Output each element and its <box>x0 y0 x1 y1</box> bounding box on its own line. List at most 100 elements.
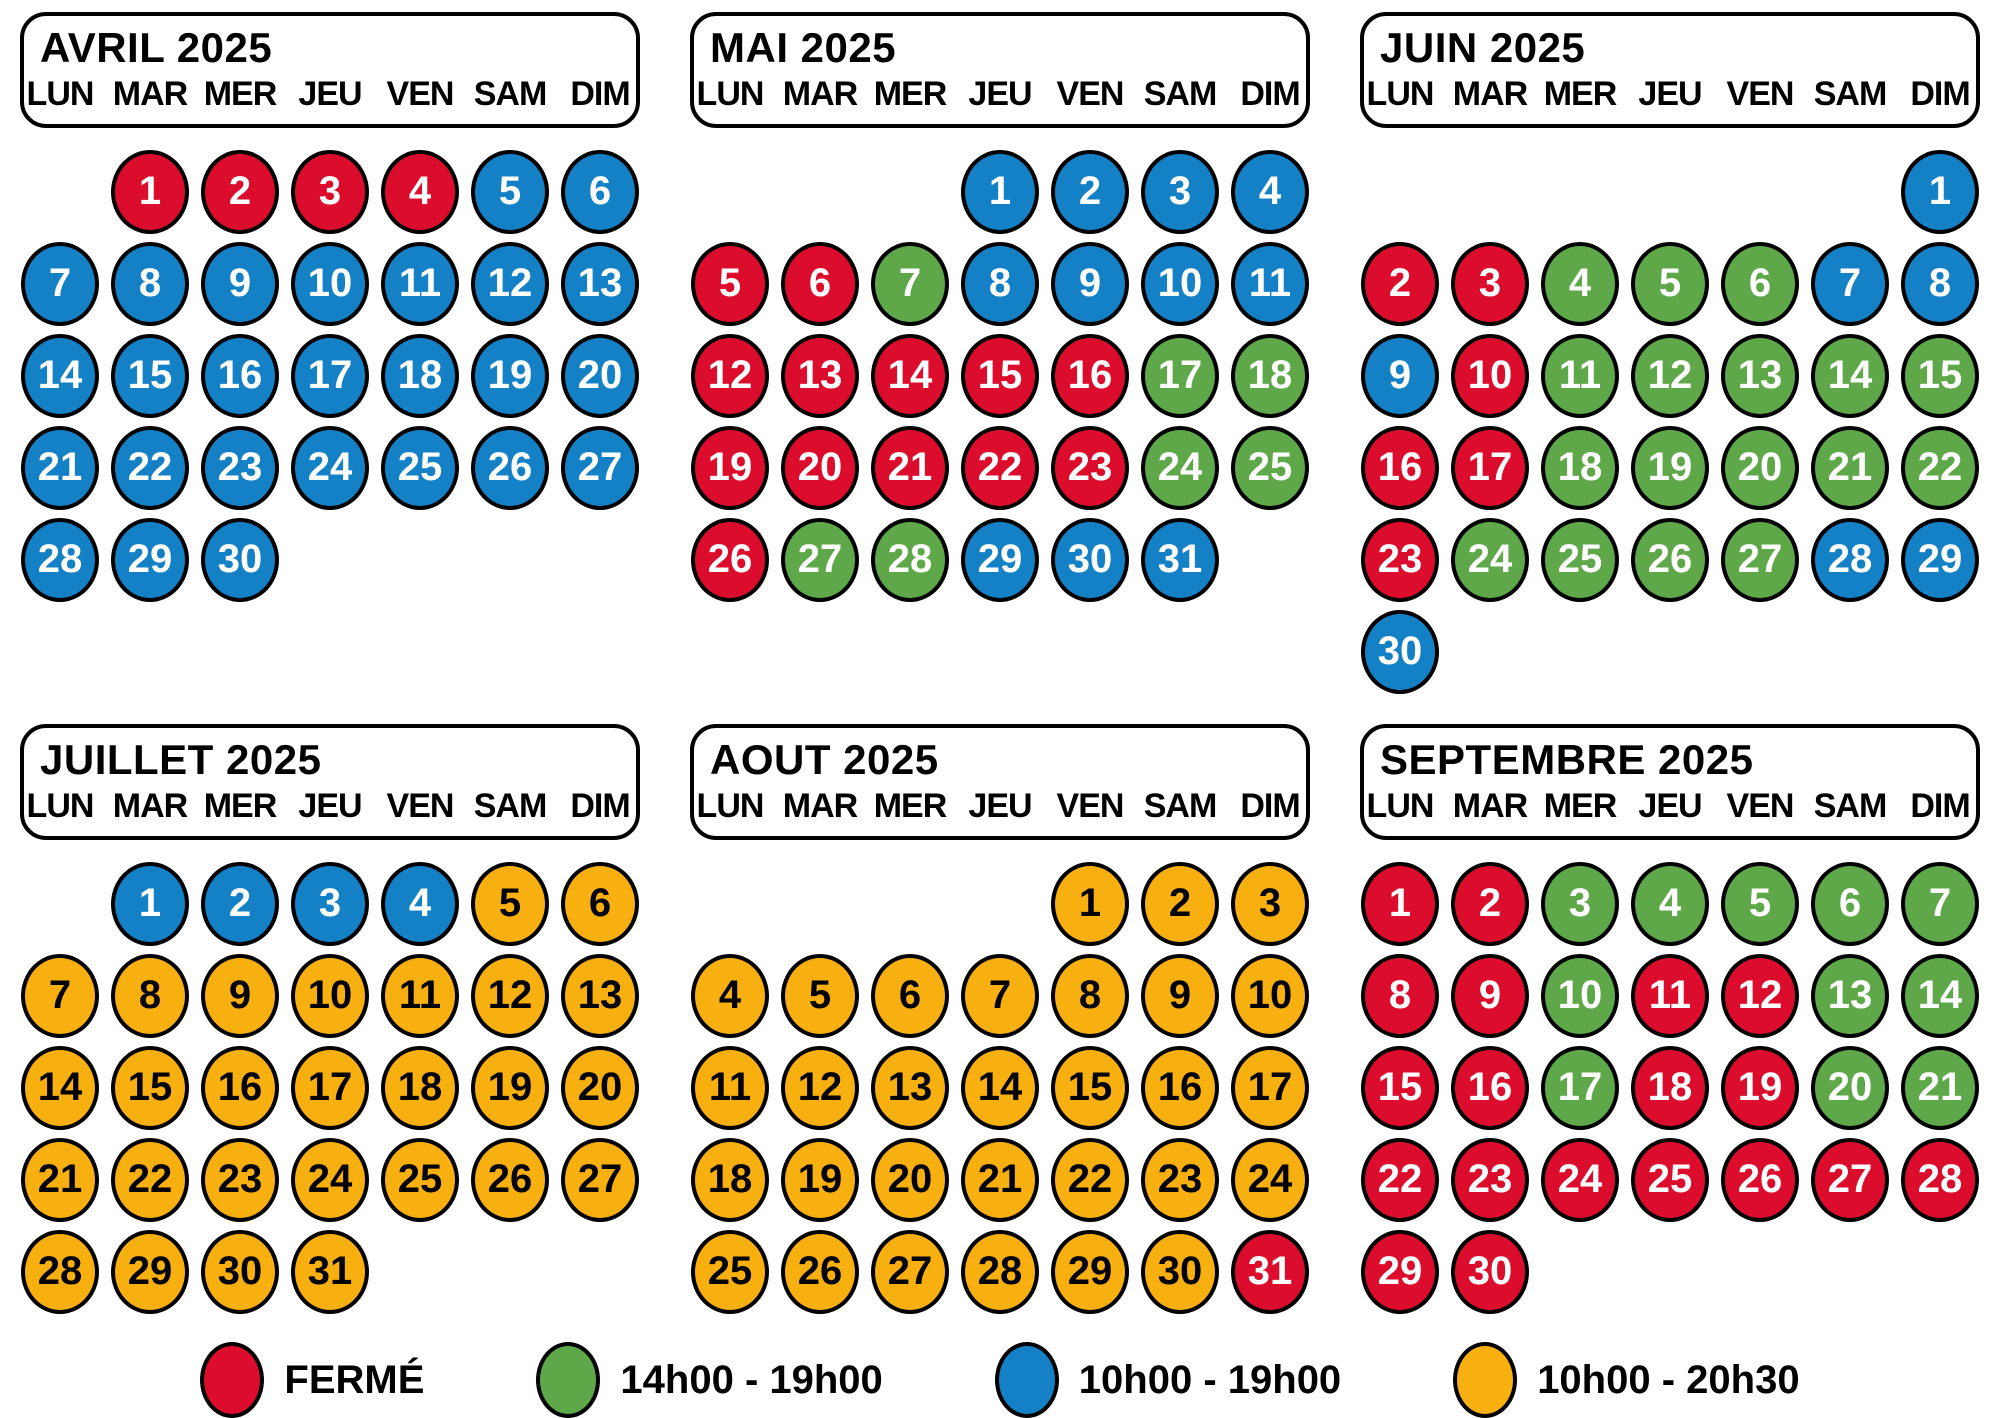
day-aout-17: 17 <box>1231 1046 1309 1130</box>
day-juillet-4: 4 <box>381 862 459 946</box>
day-septembre-5: 5 <box>1721 862 1799 946</box>
day-mai-7: 7 <box>871 242 949 326</box>
day-mai-13: 13 <box>781 334 859 418</box>
day-aout-14: 14 <box>961 1046 1039 1130</box>
day-juin-27: 27 <box>1721 518 1799 602</box>
day-aout-27: 27 <box>871 1230 949 1314</box>
day-septembre-19: 19 <box>1721 1046 1799 1130</box>
day-juillet-1: 1 <box>111 862 189 946</box>
day-juin-17: 17 <box>1451 426 1529 510</box>
day-avril-4: 4 <box>381 150 459 234</box>
day-juin-1: 1 <box>1901 150 1979 234</box>
day-juillet-23: 23 <box>201 1138 279 1222</box>
day-juillet-12: 12 <box>471 954 549 1038</box>
day-juin-26: 26 <box>1631 518 1709 602</box>
day-juillet-25: 25 <box>381 1138 459 1222</box>
day-juin-28: 28 <box>1811 518 1889 602</box>
day-aout-6: 6 <box>871 954 949 1038</box>
weekday-label-lun: LUN <box>1366 787 1435 825</box>
day-juin-22: 22 <box>1901 426 1979 510</box>
weekday-label-ven: VEN <box>1726 75 1795 113</box>
day-grid-aout: 1 2 3 4 5 6 7 8 9 10 11 12 13 14 15 16 17 18 19 20 21 22 23 24 2… <box>690 862 1310 1314</box>
day-mai-23: 23 <box>1051 426 1129 510</box>
day-aout-23: 23 <box>1141 1138 1219 1222</box>
day-septembre-6: 6 <box>1811 862 1889 946</box>
month-header-juillet: JUILLET 2025 LUN MAR MER JEU VEN SAM DIM <box>20 724 640 840</box>
day-mai-30: 30 <box>1051 518 1129 602</box>
month-title-mai: MAI 2025 <box>710 24 897 71</box>
day-avril-9: 9 <box>201 242 279 326</box>
day-avril-5: 5 <box>471 150 549 234</box>
weekday-label-ven: VEN <box>1056 787 1125 825</box>
day-avril-19: 19 <box>471 334 549 418</box>
day-septembre-7: 7 <box>1901 862 1979 946</box>
weekday-label-sam: SAM <box>1813 787 1888 825</box>
day-juillet-9: 9 <box>201 954 279 1038</box>
weekday-label-mar: MAR <box>1452 787 1528 825</box>
day-aout-13: 13 <box>871 1046 949 1130</box>
day-aout-4: 4 <box>691 954 769 1038</box>
day-juin-4: 4 <box>1541 242 1619 326</box>
legend-label-ferme: FERMÉ <box>284 1357 425 1402</box>
day-juillet-15: 15 <box>111 1046 189 1130</box>
day-avril-22: 22 <box>111 426 189 510</box>
day-juin-25: 25 <box>1541 518 1619 602</box>
day-avril-30: 30 <box>201 518 279 602</box>
day-avril-15: 15 <box>111 334 189 418</box>
day-aout-16: 16 <box>1141 1046 1219 1130</box>
day-septembre-10: 10 <box>1541 954 1619 1038</box>
month-title-juillet: JUILLET 2025 <box>40 736 322 783</box>
day-aout-29: 29 <box>1051 1230 1129 1314</box>
legend-item-10h00-19h00: 10h00 - 19h00 <box>994 1342 1341 1418</box>
month-header-septembre: SEPTEMBRE 2025 LUN MAR MER JEU VEN SAM DIM <box>1360 724 1980 840</box>
day-septembre-17: 17 <box>1541 1046 1619 1130</box>
day-avril-7: 7 <box>21 242 99 326</box>
day-septembre-1: 1 <box>1361 862 1439 946</box>
day-mai-28: 28 <box>871 518 949 602</box>
day-aout-8: 8 <box>1051 954 1129 1038</box>
day-grid-mai: 1 2 3 4 5 6 7 8 9 10 11 12 13 14 15 16 17 18 19 20 21 22 23 24 2… <box>690 150 1310 602</box>
legend: FERMÉ 14h00 - 19h00 10h00 - 19h00 10h00 … <box>20 1342 1980 1418</box>
day-aout-2: 2 <box>1141 862 1219 946</box>
weekday-label-jeu: JEU <box>1638 75 1702 113</box>
day-mai-31: 31 <box>1141 518 1219 602</box>
day-avril-10: 10 <box>291 242 369 326</box>
day-aout-15: 15 <box>1051 1046 1129 1130</box>
day-mai-20: 20 <box>781 426 859 510</box>
day-juillet-20: 20 <box>561 1046 639 1130</box>
day-aout-18: 18 <box>691 1138 769 1222</box>
weekday-row-aout: LUN MAR MER JEU VEN SAM DIM <box>694 786 1306 826</box>
weekday-label-mer: MER <box>873 787 948 825</box>
day-aout-25: 25 <box>691 1230 769 1314</box>
day-aout-10: 10 <box>1231 954 1309 1038</box>
weekday-label-mar: MAR <box>1452 75 1528 113</box>
weekday-label-mar: MAR <box>112 787 188 825</box>
day-mai-10: 10 <box>1141 242 1219 326</box>
day-juin-12: 12 <box>1631 334 1709 418</box>
day-juin-23: 23 <box>1361 518 1439 602</box>
weekday-row-mai: LUN MAR MER JEU VEN SAM DIM <box>694 74 1306 114</box>
day-juillet-14: 14 <box>21 1046 99 1130</box>
day-septembre-11: 11 <box>1631 954 1709 1038</box>
day-avril-28: 28 <box>21 518 99 602</box>
day-juillet-26: 26 <box>471 1138 549 1222</box>
afternoon-status-swatch-icon <box>536 1342 601 1418</box>
day-juin-15: 15 <box>1901 334 1979 418</box>
weekday-label-dim: DIM <box>570 787 630 825</box>
day-juin-11: 11 <box>1541 334 1619 418</box>
day-juin-30: 30 <box>1361 610 1439 694</box>
day-avril-23: 23 <box>201 426 279 510</box>
weekday-label-ven: VEN <box>1726 787 1795 825</box>
day-avril-25: 25 <box>381 426 459 510</box>
extended-status-swatch-icon <box>1453 1342 1518 1418</box>
day-aout-7: 7 <box>961 954 1039 1038</box>
weekday-label-lun: LUN <box>696 787 765 825</box>
day-septembre-12: 12 <box>1721 954 1799 1038</box>
day-juin-10: 10 <box>1451 334 1529 418</box>
weekday-row-avril: LUN MAR MER JEU VEN SAM DIM <box>24 74 636 114</box>
day-avril-2: 2 <box>201 150 279 234</box>
day-juin-16: 16 <box>1361 426 1439 510</box>
